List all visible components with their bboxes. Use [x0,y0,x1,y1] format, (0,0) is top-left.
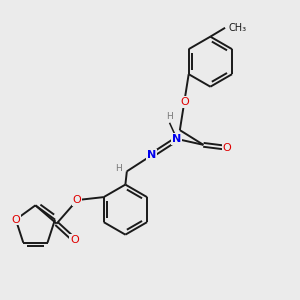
Text: H: H [166,112,173,121]
Text: O: O [70,235,79,245]
Text: O: O [73,195,82,205]
Text: O: O [223,143,231,153]
Text: N: N [147,150,157,160]
Text: CH₃: CH₃ [228,23,246,33]
Text: O: O [180,97,189,107]
Text: O: O [11,214,20,225]
Text: H: H [115,164,122,173]
Text: N: N [172,134,182,144]
